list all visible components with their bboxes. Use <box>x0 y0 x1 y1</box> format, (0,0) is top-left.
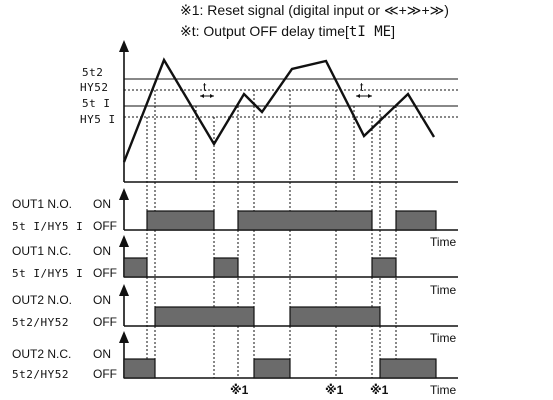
out1-no-sub: 5t I/HY5 I <box>12 220 83 233</box>
output-out2-nc: OUT2 N.C. ON 5t2/HY52 OFF Time <box>12 331 458 397</box>
out1-no-off: OFF <box>93 219 117 233</box>
output-out1-no: OUT1 N.O. ON 5t I/HY5 I OFF Time <box>12 188 458 249</box>
out2-no-title: OUT2 N.O. <box>12 293 72 307</box>
delay-param: tI ME <box>349 24 391 40</box>
out1-nc-pulse-3 <box>371 257 397 278</box>
reset-marker-1: ※1 <box>230 383 249 397</box>
out1-no-pulse-1 <box>146 210 215 231</box>
out2-no-pulse-2 <box>289 306 381 327</box>
level-label-st1: 5t I <box>82 97 111 110</box>
out1-no-time: Time <box>430 235 457 249</box>
level-label-hys2: HY52 <box>80 81 109 94</box>
reset-note: ※1: Reset signal (digital input or ≪+≫+≫… <box>180 2 449 18</box>
output-out2-no: OUT2 N.O. ON 5t2/HY52 OFF Time <box>12 284 458 345</box>
out2-nc-pulse-3 <box>379 358 437 379</box>
delay-label-2: t <box>360 80 364 94</box>
out2-no-time: Time <box>430 331 457 345</box>
level-label-st2: 5t2 <box>82 66 103 79</box>
key-down: ≪ <box>384 2 399 18</box>
delay-note: ※t: Output OFF delay time[tI ME] <box>180 23 395 40</box>
output-out1-nc: OUT1 N.C. ON 5t I/HY5 I OFF Time <box>12 235 458 297</box>
out2-no-pulse-1 <box>154 306 255 327</box>
out2-nc-sub: 5t2/HY52 <box>12 368 69 381</box>
out2-nc-off: OFF <box>93 367 117 381</box>
out2-no-off: OFF <box>93 315 117 329</box>
out2-no-sub: 5t2/HY52 <box>12 316 69 329</box>
out1-no-pulse-2 <box>237 210 373 231</box>
notes: ※1: Reset signal (digital input or ≪+≫+≫… <box>180 2 449 40</box>
pv-y-arrow <box>119 40 129 52</box>
out1-nc-pulse-1 <box>123 257 148 278</box>
level-label-hys1: HY5 I <box>80 113 116 126</box>
key-up-arrow: ≫ <box>430 2 445 18</box>
out2-nc-title: OUT2 N.C. <box>12 347 71 361</box>
out2-nc-time: Time <box>430 383 457 397</box>
vertical-guides <box>146 90 397 378</box>
out1-nc-title: OUT1 N.C. <box>12 244 71 258</box>
level-lines <box>124 78 458 118</box>
reset-marker-2: ※1 <box>325 383 344 397</box>
out2-nc-pulse-1 <box>123 358 156 379</box>
out1-nc-on: ON <box>93 244 111 258</box>
out2-no-on: ON <box>93 293 111 307</box>
out2-nc-pulse-2 <box>253 358 291 379</box>
out1-no-on: ON <box>93 197 111 211</box>
out2-nc-on: ON <box>93 347 111 361</box>
reset-markers: ※1 ※1 ※1 <box>230 383 389 397</box>
delay-label-1: t <box>203 80 207 94</box>
pv-waveform <box>122 57 436 163</box>
reset-marker-3: ※1 <box>370 383 389 397</box>
out1-nc-sub: 5t I/HY5 I <box>12 267 83 280</box>
key-down-arrow: ≫ <box>407 2 422 18</box>
level-labels: 5t2 HY52 5t I HY5 I <box>80 66 116 126</box>
out1-no-pulse-3 <box>395 210 437 231</box>
out1-nc-off: OFF <box>93 266 117 280</box>
out1-nc-time: Time <box>430 283 457 297</box>
out1-no-title: OUT1 N.O. <box>12 197 72 211</box>
pv-graph-axes <box>119 40 458 183</box>
delay-markers: t t <box>200 80 372 98</box>
out1-nc-pulse-2 <box>213 257 239 278</box>
